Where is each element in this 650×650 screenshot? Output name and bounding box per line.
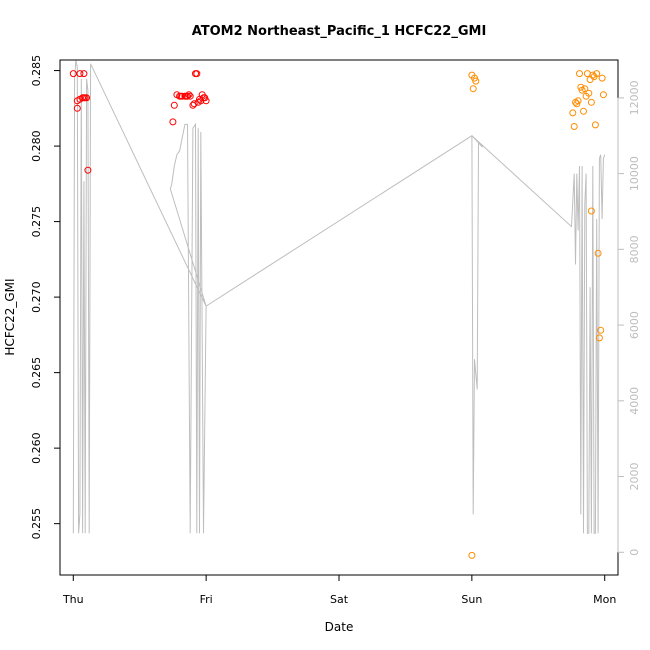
data-point	[468, 551, 476, 559]
x-axis: Thu Fri Sat Sun Mon	[62, 574, 616, 606]
y-tick-label: 0.270	[30, 281, 43, 313]
data-point	[585, 89, 593, 97]
data-point	[73, 104, 81, 112]
y-tick-label: 0.280	[30, 130, 43, 162]
data-point	[76, 70, 84, 78]
data-point	[595, 334, 603, 342]
y-tick-label: 0.265	[30, 357, 43, 389]
data-point	[469, 85, 477, 93]
y-tick-label: 0.255	[30, 508, 43, 540]
data-point	[178, 92, 186, 100]
y2-axis: 0 2000 4000 6000 8000 10000 12000	[617, 80, 641, 556]
data-point	[69, 70, 77, 78]
data-point	[170, 101, 178, 109]
y2-tick-label: 8000	[628, 235, 641, 263]
data-point	[80, 70, 88, 78]
data-point	[586, 76, 594, 84]
data-point	[587, 207, 595, 215]
data-point	[574, 97, 582, 105]
y-tick-label: 0.285	[30, 55, 43, 87]
data-point	[193, 70, 201, 78]
data-point	[587, 98, 595, 106]
altitude-line	[72, 59, 606, 534]
x-tick-label: Mon	[593, 593, 616, 606]
data-point	[190, 100, 198, 108]
y2-tick-label: 6000	[628, 311, 641, 339]
data-point	[593, 70, 601, 78]
y2-tick-label: 2000	[628, 463, 641, 491]
y-axis: 0.255 0.260 0.265 0.270 0.275 0.280 0.285	[30, 55, 61, 540]
data-point	[591, 121, 599, 129]
y2-tick-label: 12000	[628, 80, 641, 115]
y2-tick-label: 0	[628, 549, 641, 556]
x-tick-label: Thu	[62, 593, 84, 606]
data-point	[581, 85, 589, 93]
plot-frame	[59, 59, 619, 576]
y-tick-label: 0.260	[30, 432, 43, 464]
data-point	[589, 71, 597, 79]
data-point	[184, 92, 191, 100]
data-point	[186, 92, 194, 100]
y-axis-title: HCFC22_GMI	[3, 278, 17, 355]
y-tick-label: 0.275	[30, 206, 43, 238]
data-point	[83, 94, 91, 102]
data-point	[169, 118, 177, 126]
x-tick-label: Fri	[200, 593, 213, 606]
data-point	[84, 166, 92, 174]
data-point	[576, 70, 583, 78]
data-point	[594, 249, 602, 257]
x-axis-title: Date	[325, 620, 354, 634]
altitude-series	[72, 59, 606, 534]
y2-tick-label: 4000	[628, 387, 641, 415]
y2-tick-label: 10000	[628, 156, 641, 191]
data-point	[185, 91, 193, 99]
data-point	[472, 77, 480, 85]
data-point	[569, 109, 577, 117]
chart-title: ATOM2 Northeast_Pacific_1 HCFC22_GMI	[192, 24, 487, 39]
data-point	[599, 91, 607, 99]
x-tick-label: Sun	[461, 593, 482, 606]
x-tick-label: Sat	[330, 593, 349, 606]
data-point	[598, 74, 606, 82]
data-point	[202, 97, 210, 105]
data-point	[597, 326, 605, 334]
data-point	[580, 107, 587, 115]
data-points	[69, 70, 607, 559]
data-point	[189, 101, 197, 109]
data-point	[570, 123, 578, 130]
